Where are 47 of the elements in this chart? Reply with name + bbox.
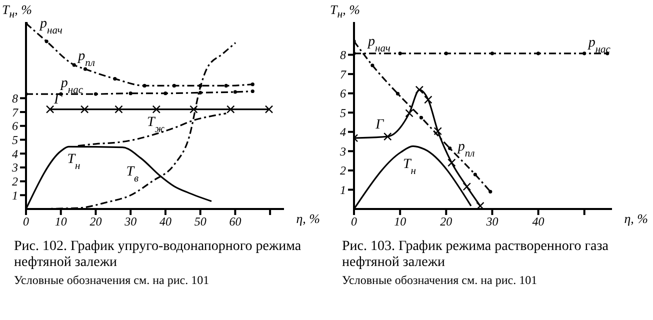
series-label: p$_{пл}$ xyxy=(77,48,96,68)
text: Условные обозначения см. на рис. 101 xyxy=(341,272,538,288)
x-tick-label: 40 xyxy=(532,214,544,229)
y-tick-label: 6 xyxy=(340,86,346,101)
text: Рис. 103. График режима растворенного газа нефтяной залежи xyxy=(341,238,610,271)
x-tick-label: 20 xyxy=(90,214,102,229)
y-tick-label: 1 xyxy=(12,188,18,202)
x-tick-label: 20 xyxy=(440,214,452,229)
y-tick-label: 4 xyxy=(340,125,346,140)
y-axis-title: T$_{н}$, % xyxy=(2,2,32,21)
y-tick-label: 2 xyxy=(340,164,346,178)
x-tick-label: 30 xyxy=(485,214,498,229)
annotation: p$_{нач}$ xyxy=(367,34,390,54)
x-axis-title: η, % xyxy=(624,211,648,227)
y-axis-title: T$_{н}$, % xyxy=(330,2,360,21)
series-label: T$_{ж}$ xyxy=(147,115,165,135)
series-label: p$_{нас}$ xyxy=(587,35,611,55)
x-tick-label: 10 xyxy=(394,214,406,229)
x-tick-label: 10 xyxy=(54,214,67,229)
y-tick-label: 8 xyxy=(12,91,18,106)
series-label: p$_{пл}$ xyxy=(456,139,476,159)
annotation: p$_{нач}$ xyxy=(39,16,62,36)
legend-label: Г xyxy=(374,118,385,133)
x-tick-label: 0 xyxy=(23,214,29,229)
x-tick-label: 30 xyxy=(124,214,137,229)
x-axis-title: η, % xyxy=(296,211,320,227)
series-label: T$_{в}$ xyxy=(126,164,140,184)
series-label: p$_{нас}$ xyxy=(60,76,84,96)
x-tick-label: 40 xyxy=(159,214,172,229)
y-tick-label: 5 xyxy=(12,133,18,147)
x-tick-label: 0 xyxy=(351,214,357,229)
y-tick-label: 5 xyxy=(340,106,346,120)
series-label: T$_{н}$ xyxy=(402,157,416,177)
text: Рис. 102. График упруго-водонапорного режима нефтяной залежи xyxy=(13,238,302,271)
y-tick-label: 3 xyxy=(339,144,346,158)
series-label: T$_{н}$ xyxy=(67,152,80,172)
text: Условные обозначения см. на рис. 101 xyxy=(13,272,210,288)
y-tick-label: 8 xyxy=(340,48,346,62)
x-tick-label: 60 xyxy=(229,214,242,229)
y-tick-label: 4 xyxy=(12,146,18,161)
y-tick-label: 6 xyxy=(12,119,18,134)
y-tick-label: 7 xyxy=(340,67,347,82)
y-tick-label: 1 xyxy=(340,182,346,197)
y-tick-label: 7 xyxy=(12,105,19,120)
y-tick-label: 3 xyxy=(11,160,18,175)
y-tick-label: 2 xyxy=(12,174,18,189)
x-tick-label: 50 xyxy=(194,214,206,229)
